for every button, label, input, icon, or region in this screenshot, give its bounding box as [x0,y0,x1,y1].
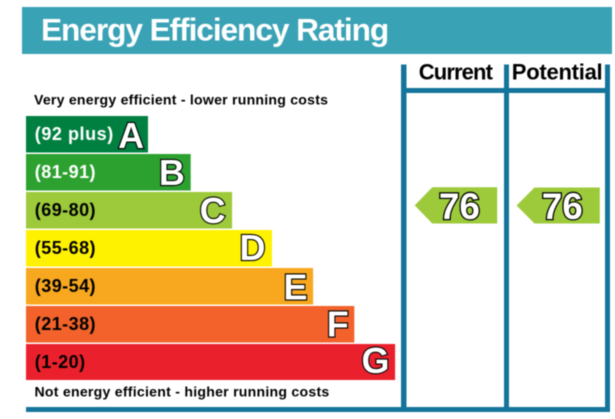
svg-text:Energy Efficiency Rating: Energy Efficiency Rating [41,11,388,47]
svg-text:D: D [240,227,266,268]
svg-text:Potential: Potential [512,60,603,85]
svg-text:G: G [362,340,390,381]
svg-text:C: C [200,190,226,231]
svg-text:Very energy efficient - lower: Very energy efficient - lower running co… [34,91,328,107]
svg-text:A: A [118,115,144,156]
svg-text:Current: Current [419,60,494,85]
svg-text:(92 plus): (92 plus) [35,124,114,144]
svg-text:B: B [159,152,185,193]
svg-text:76: 76 [542,186,583,227]
svg-text:Not energy efficient - higher: Not energy efficient - higher running co… [35,383,330,399]
svg-text:(1-20): (1-20) [35,352,86,372]
svg-text:F: F [327,304,349,345]
svg-text:(69-80): (69-80) [35,200,96,220]
svg-text:(81-91): (81-91) [35,162,96,182]
svg-text:(21-38): (21-38) [35,314,96,334]
svg-text:(39-54): (39-54) [35,276,96,296]
svg-text:E: E [284,266,308,307]
svg-text:76: 76 [439,186,480,227]
svg-text:(55-68): (55-68) [35,238,96,258]
